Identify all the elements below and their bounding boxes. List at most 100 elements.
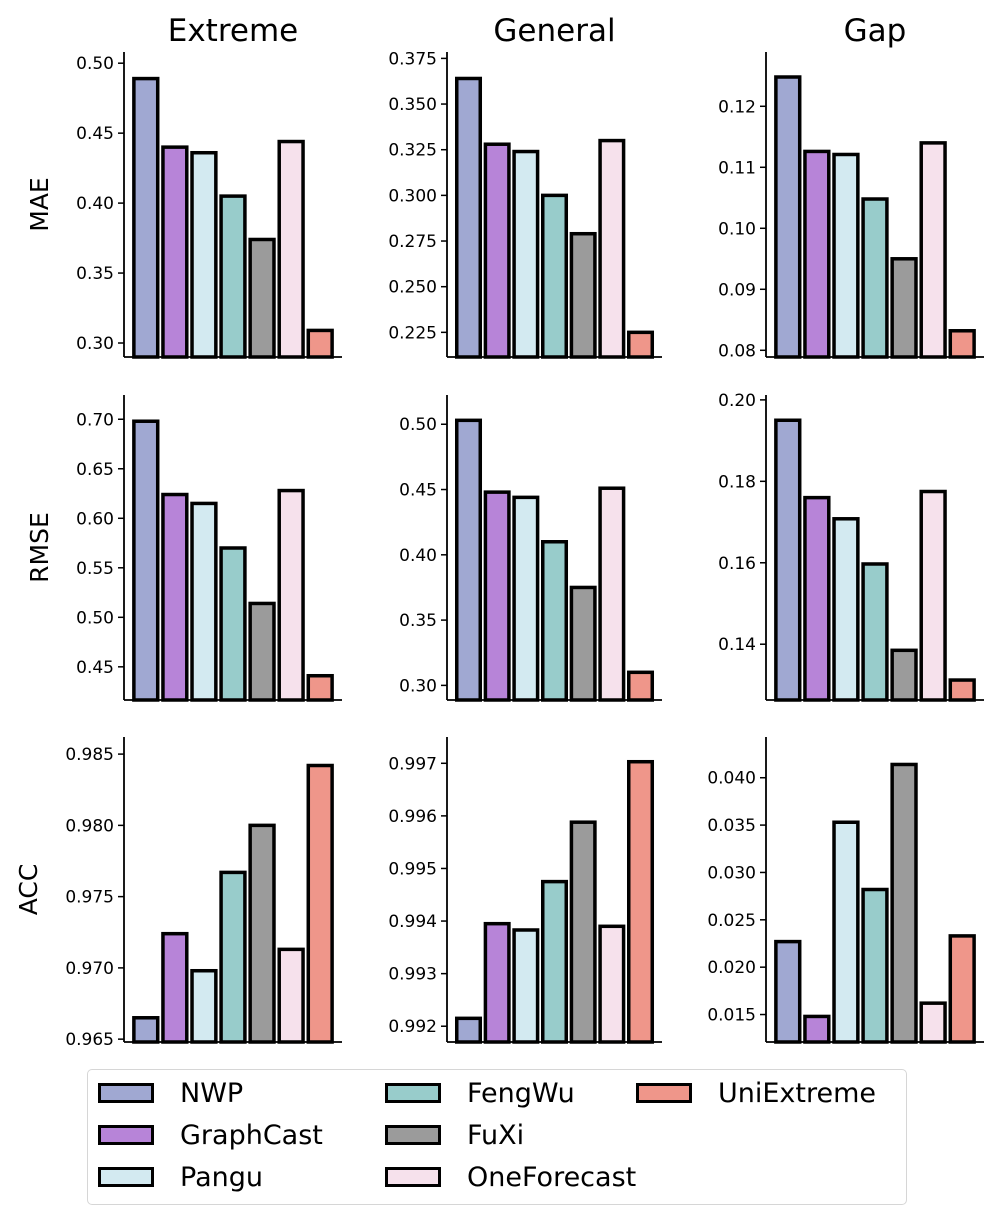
y-tick-label: 0.40 (399, 546, 437, 566)
panel-mae-extreme: 0.30 0.35 0.40 0.45 0.50 (76, 52, 342, 359)
bar-uniextreme (627, 670, 655, 702)
panel-rmse-general: 0.30 0.35 0.40 0.45 0.50 (399, 395, 662, 702)
y-tick-label: 0.50 (76, 608, 114, 628)
y-tick-label: 0.65 (76, 460, 114, 480)
bar-fengwu (861, 887, 889, 1044)
y-tick-label: 0.375 (388, 49, 437, 69)
bar-fuxi (890, 762, 918, 1044)
y-tick-label: 0.035 (707, 816, 756, 836)
bar-fengwu (861, 562, 889, 702)
legend-label: Pangu (180, 1161, 263, 1193)
bar-nwp (774, 939, 802, 1044)
y-tick-label: 0.025 (707, 911, 756, 931)
bar-nwp (132, 419, 160, 702)
y-tick-label: 0.14 (718, 635, 756, 655)
legend-swatch (98, 1083, 154, 1103)
bar-nwp (132, 1016, 160, 1044)
y-tick-label: 0.997 (388, 754, 437, 774)
bar-pangu (190, 501, 218, 702)
y-tick-label: 0.50 (399, 415, 437, 435)
y-tick-label: 0.45 (76, 658, 114, 678)
bar-fengwu (541, 193, 569, 359)
y-tick-label: 0.35 (399, 611, 437, 631)
y-tick-label: 0.10 (718, 219, 756, 239)
bar-graphcast (161, 145, 189, 359)
bar-oneforecast (919, 141, 947, 359)
bar-uniextreme (948, 329, 976, 359)
bar-oneforecast (919, 1001, 947, 1044)
legend-swatch (98, 1125, 154, 1145)
y-tick-label: 0.45 (76, 124, 114, 144)
bar-uniextreme (627, 330, 655, 359)
bar-pangu (512, 495, 540, 702)
y-tick-label: 0.975 (65, 888, 114, 908)
bar-oneforecast (598, 924, 626, 1044)
bar-graphcast (803, 149, 831, 359)
bar-graphcast (161, 931, 189, 1044)
panel-acc-extreme: 0.965 0.970 0.975 0.980 0.985 (65, 737, 342, 1050)
bar-oneforecast (598, 486, 626, 702)
bar-fengwu (541, 540, 569, 702)
y-tick-label: 0.50 (76, 54, 114, 74)
bar-fuxi (890, 257, 918, 359)
y-tick-label: 0.250 (388, 278, 437, 298)
y-tick-label: 0.325 (388, 141, 437, 161)
panel-rmse-gap: 0.14 0.16 0.18 0.20 (718, 391, 984, 702)
legend-swatch (385, 1125, 441, 1145)
panel-mae-gap: 0.08 0.09 0.10 0.11 0.12 (718, 52, 984, 361)
bar-nwp (774, 418, 802, 702)
legend: NWP GraphCast Pangu FengWu FuXi OneForecast Un… (87, 1069, 907, 1205)
y-tick-label: 0.35 (76, 264, 114, 284)
bar-uniextreme (627, 759, 655, 1044)
panel-acc-gap: 0.015 0.020 0.025 0.030 0.035 0.040 (707, 737, 984, 1044)
row-label-rmse: RMSE (25, 512, 54, 583)
y-tick-label: 0.030 (707, 863, 756, 883)
bar-uniextreme (306, 763, 334, 1044)
legend-label: NWP (180, 1077, 244, 1109)
legend-label: OneForecast (467, 1161, 637, 1193)
bar-fuxi (248, 601, 276, 702)
row-label-mae: MAE (25, 177, 54, 231)
y-tick-label: 0.45 (399, 481, 437, 501)
bar-fengwu (861, 197, 889, 359)
legend-item-nwp: NWP (98, 1075, 243, 1111)
y-tick-label: 0.60 (76, 509, 114, 529)
bar-nwp (455, 76, 483, 359)
legend-label: FuXi (467, 1119, 525, 1151)
bar-graphcast (483, 921, 511, 1044)
bar-fengwu (219, 870, 247, 1044)
bar-oneforecast (277, 947, 305, 1044)
y-tick-label: 0.40 (76, 194, 114, 214)
y-tick-label: 0.70 (76, 410, 114, 430)
y-tick-label: 0.996 (388, 807, 437, 827)
y-tick-label: 0.16 (718, 554, 756, 574)
y-tick-label: 0.30 (399, 676, 437, 696)
legend-item-uniextreme: UniExtreme (636, 1075, 876, 1111)
bar-uniextreme (948, 934, 976, 1044)
column-title-general: General (493, 13, 615, 49)
bar-pangu (512, 928, 540, 1044)
y-tick-label: 0.30 (76, 334, 114, 354)
bar-oneforecast (598, 138, 626, 359)
legend-label: FengWu (467, 1077, 575, 1109)
y-tick-label: 0.015 (707, 1006, 756, 1026)
legend-item-oneforecast: OneForecast (385, 1159, 636, 1195)
bar-graphcast (483, 490, 511, 702)
legend-item-fengwu: FengWu (385, 1075, 575, 1111)
bar-fengwu (219, 194, 247, 359)
y-tick-label: 0.040 (707, 769, 756, 789)
y-tick-label: 0.55 (76, 559, 114, 579)
bar-graphcast (803, 1014, 831, 1044)
y-tick-label: 0.225 (388, 323, 437, 343)
column-title-gap: Gap (844, 13, 907, 49)
bar-nwp (455, 1016, 483, 1044)
y-tick-label: 0.020 (707, 958, 756, 978)
bar-nwp (455, 418, 483, 702)
bar-fengwu (219, 546, 247, 702)
bar-pangu (512, 149, 540, 359)
y-tick-label: 0.20 (718, 391, 756, 411)
y-tick-label: 0.300 (388, 186, 437, 206)
panel-mae-general: 0.225 0.250 0.275 0.300 0.325 0.350 0.375 (388, 49, 662, 359)
bar-fuxi (248, 237, 276, 359)
legend-item-graphcast: GraphCast (98, 1117, 323, 1153)
